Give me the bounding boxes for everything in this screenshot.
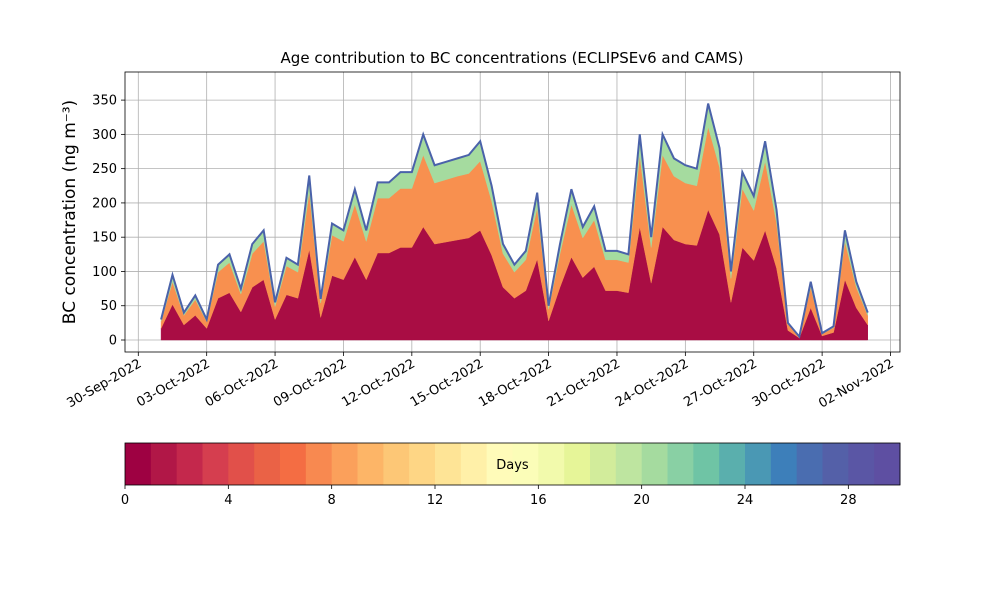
y-tick-label: 50 xyxy=(100,299,117,314)
colorbar-swatch xyxy=(125,443,152,485)
colorbar-tick-label: 4 xyxy=(224,493,232,508)
colorbar-tick-label: 12 xyxy=(427,493,444,508)
colorbar-swatch xyxy=(512,443,539,485)
colorbar-swatch xyxy=(357,443,384,485)
y-axis-label: BC concentration (ng m⁻³) xyxy=(60,100,80,324)
colorbar-swatch xyxy=(745,443,772,485)
colorbar-swatch xyxy=(615,443,643,485)
colorbar-swatch xyxy=(486,443,513,485)
x-tick-label: 02-Nov-2022 xyxy=(816,356,896,411)
colorbar-swatch xyxy=(590,443,617,485)
colorbar-label: Days xyxy=(496,458,529,473)
colorbar-swatch xyxy=(331,443,358,485)
colorbar-tick-label: 28 xyxy=(840,493,857,508)
colorbar-swatch xyxy=(667,443,694,485)
colorbar-swatch xyxy=(409,443,436,485)
x-tick-label: 06-Oct-2022 xyxy=(203,356,281,410)
x-tick-label: 30-Oct-2022 xyxy=(750,356,828,410)
y-tick-label: 300 xyxy=(92,128,117,143)
colorbar-swatch xyxy=(564,443,591,485)
colorbar-swatch xyxy=(538,443,565,485)
colorbar-swatch xyxy=(228,443,255,485)
colorbar-swatch xyxy=(641,443,668,485)
x-tick-label: 18-Oct-2022 xyxy=(476,356,554,410)
y-tick-label: 200 xyxy=(92,196,117,211)
colorbar-swatch xyxy=(383,443,410,485)
colorbar-swatch xyxy=(822,443,849,485)
colorbar-swatch xyxy=(305,443,333,485)
colorbar-swatch xyxy=(176,443,203,485)
y-tick-label: 250 xyxy=(92,162,117,177)
top-edge xyxy=(160,103,869,339)
colorbar-swatch xyxy=(874,443,901,485)
colorbar-swatch xyxy=(460,443,488,485)
x-tick-label: 09-Oct-2022 xyxy=(271,356,349,410)
x-tick-label: 03-Oct-2022 xyxy=(134,356,212,410)
colorbar-swatch xyxy=(693,443,720,485)
x-tick-label: 12-Oct-2022 xyxy=(339,356,417,410)
y-tick-label: 350 xyxy=(92,94,117,109)
colorbar-swatch xyxy=(280,443,307,485)
x-tick-label: 27-Oct-2022 xyxy=(681,356,759,410)
colorbar-swatch xyxy=(150,443,178,485)
colorbar-tick-label: 24 xyxy=(737,493,754,508)
y-tick-label: 100 xyxy=(92,265,117,280)
colorbar-tick-label: 20 xyxy=(633,493,650,508)
colorbar-swatch xyxy=(254,443,281,485)
colorbar-swatch xyxy=(719,443,746,485)
colorbar-swatch xyxy=(202,443,229,485)
chart-title: Age contribution to BC concentrations (E… xyxy=(281,49,744,67)
colorbar-frame xyxy=(124,442,901,486)
colorbar-tick-label: 8 xyxy=(328,493,336,508)
colorbar-swatch xyxy=(796,443,823,485)
y-tick-label: 150 xyxy=(92,231,117,246)
x-tick-label: 24-Oct-2022 xyxy=(613,356,691,410)
colorbar-swatch xyxy=(848,443,875,485)
colorbar-swatch xyxy=(770,443,798,485)
colorbar-tick-label: 0 xyxy=(121,493,129,508)
y-tick-label: 0 xyxy=(109,334,117,349)
x-tick-label: 30-Sep-2022 xyxy=(64,356,144,411)
colorbar-swatch xyxy=(435,443,462,485)
plot-frame xyxy=(124,71,901,353)
x-tick-label: 15-Oct-2022 xyxy=(408,356,486,410)
x-tick-label: 21-Oct-2022 xyxy=(545,356,623,410)
colorbar-tick-label: 16 xyxy=(530,493,547,508)
